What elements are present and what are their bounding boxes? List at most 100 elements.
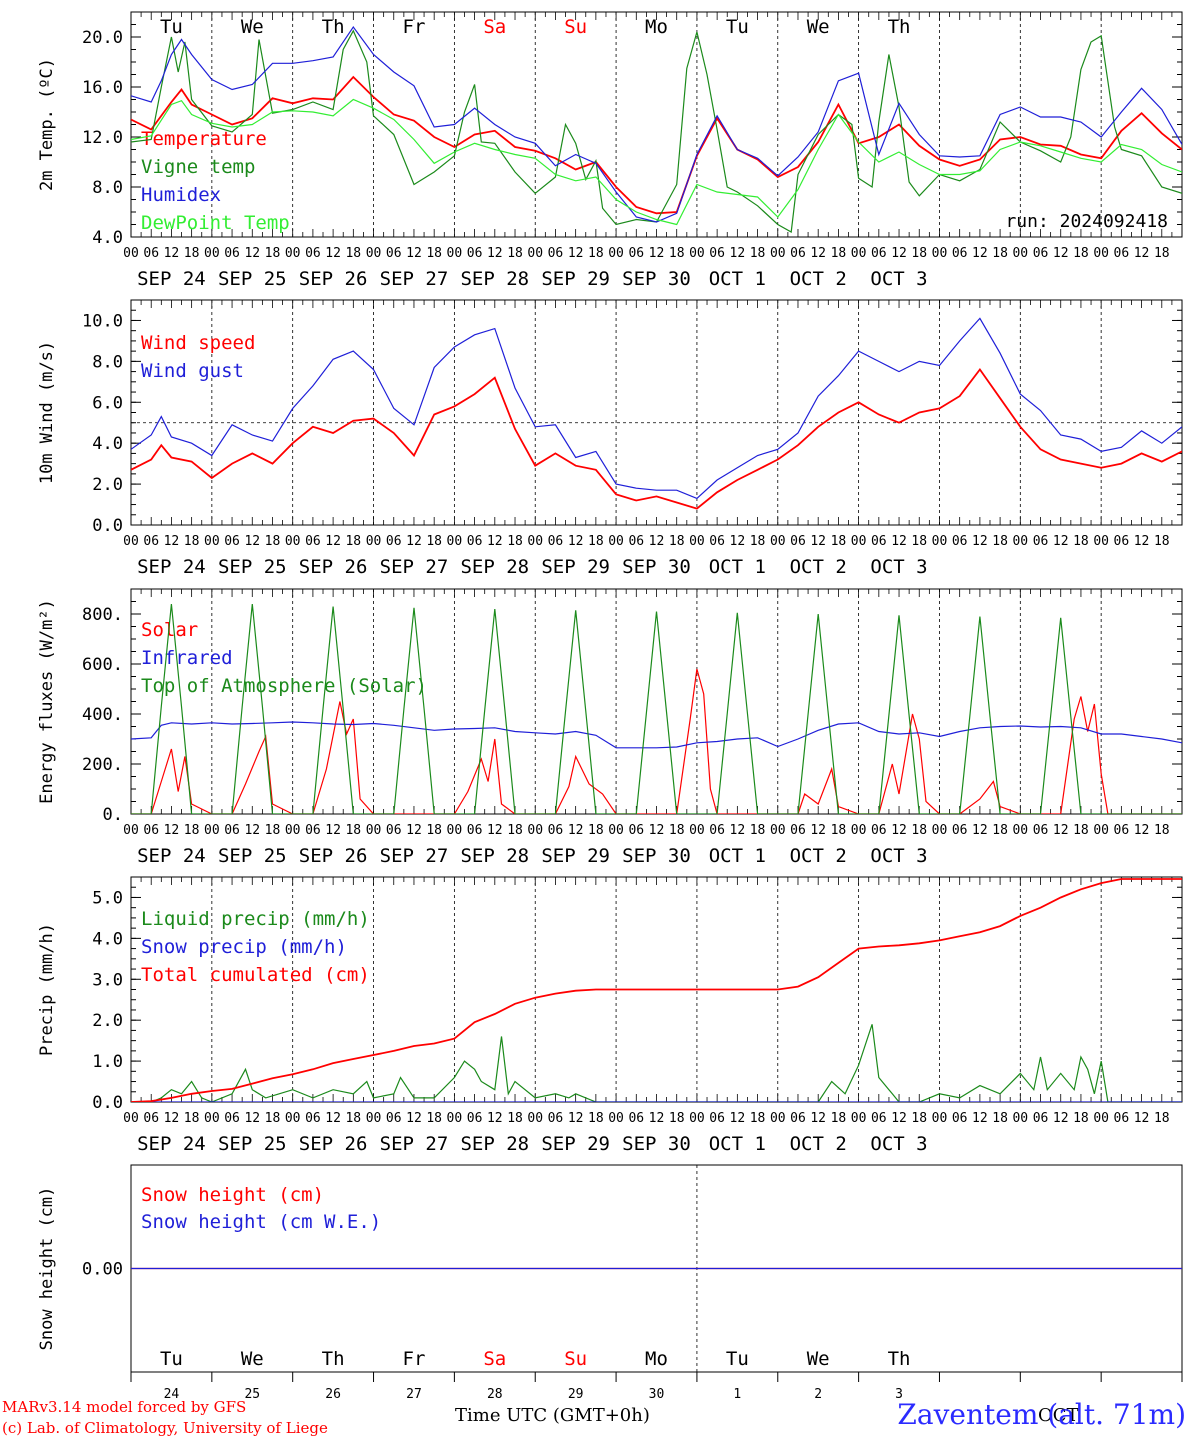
hour-label: 06 (386, 534, 402, 549)
legend-entry: Temperature (141, 128, 267, 150)
weekday-label: We (241, 16, 264, 38)
hour-label: 00 (527, 823, 543, 838)
chart-panel-4: 0.0 1.0 2.0 3.0 4.0 5.0 Precip (mm/h) Liquid pr… (37, 876, 1183, 1155)
weekday-label: Sa (483, 1348, 506, 1370)
hour-label: 12 (568, 534, 584, 549)
hour-label: 06 (952, 1111, 968, 1126)
hour-label: 06 (871, 823, 887, 838)
y-tick-label: 16.0 (82, 78, 123, 98)
weekday-label: Th (888, 1348, 911, 1370)
hour-label: 18 (992, 534, 1008, 549)
hour-label: 00 (447, 1111, 463, 1126)
hour-label: 18 (669, 1111, 685, 1126)
x-axis-title: Time UTC (GMT+0h) (455, 1405, 650, 1426)
station-name: Zaventem (alt. 71m) (897, 1398, 1186, 1431)
weekday-label: Fr (403, 1348, 426, 1370)
hour-label: 12 (325, 246, 341, 261)
weekday-label: Mo (645, 1348, 668, 1370)
date-label: SEP 27 (380, 556, 449, 578)
date-label: SEP 30 (622, 556, 691, 578)
hour-label: 06 (871, 1111, 887, 1126)
weekday-label: Th (322, 16, 345, 38)
day-number: 30 (649, 1387, 665, 1402)
date-label: SEP 30 (622, 845, 691, 867)
legend-entry: Top of Atmosphere (Solar) (141, 675, 427, 697)
date-label: SEP 26 (299, 845, 368, 867)
hour-label: 12 (891, 246, 907, 261)
month-label-oct: OCT (1038, 1405, 1079, 1426)
hour-label: 06 (871, 534, 887, 549)
y-tick-label: 4.0 (92, 929, 123, 949)
y-tick-label: 8.0 (92, 352, 123, 372)
hour-label: 18 (588, 1111, 604, 1126)
hour-label: 00 (689, 246, 705, 261)
hour-label: 00 (851, 246, 867, 261)
hour-label: 00 (123, 534, 139, 549)
lab-credit: (c) Lab. of Climatology, University of L… (2, 1419, 328, 1437)
hour-label: 18 (426, 534, 442, 549)
hour-label: 00 (123, 246, 139, 261)
hour-label: 06 (467, 1111, 483, 1126)
series-line-0 (131, 1024, 1182, 1102)
hour-label: 00 (1093, 534, 1109, 549)
hour-label: 12 (164, 823, 180, 838)
hour-label: 06 (143, 246, 159, 261)
hour-label: 00 (770, 534, 786, 549)
hour-label: 18 (588, 534, 604, 549)
hour-label: 06 (1114, 534, 1130, 549)
hour-label: 18 (831, 246, 847, 261)
legend-entry: Humidex (141, 184, 221, 206)
y-tick-label: 800. (82, 605, 123, 625)
hour-label: 06 (305, 1111, 321, 1126)
hour-label: 00 (689, 1111, 705, 1126)
hour-label: 18 (184, 246, 200, 261)
hour-label: 00 (366, 534, 382, 549)
hour-label: 12 (891, 1111, 907, 1126)
y-tick-label: 0.00 (82, 1260, 123, 1280)
hour-label: 06 (305, 534, 321, 549)
hour-label: 06 (871, 246, 887, 261)
hour-label: 00 (1012, 1111, 1028, 1126)
hour-label: 00 (285, 823, 301, 838)
hour-label: 18 (1154, 1111, 1170, 1126)
hour-label: 00 (932, 534, 948, 549)
hour-label: 12 (810, 534, 826, 549)
hour-label: 18 (992, 823, 1008, 838)
date-label: SEP 25 (218, 556, 287, 578)
hour-label: 12 (487, 1111, 503, 1126)
legend-entry: Infrared (141, 647, 233, 669)
hour-label: 12 (730, 534, 746, 549)
series-line-2 (131, 603, 1182, 814)
hour-label: 00 (527, 1111, 543, 1126)
hour-label: 12 (810, 246, 826, 261)
hour-label: 12 (164, 1111, 180, 1126)
legend-entry: Solar (141, 619, 198, 641)
chart-panel-3: 0. 200. 400. 600. 800. Energy fluxes (W/m²) So… (37, 588, 1183, 867)
day-number: 3 (895, 1387, 903, 1402)
hour-label: 00 (1093, 823, 1109, 838)
date-label: OCT 2 (790, 268, 847, 290)
weekday-label: We (807, 1348, 830, 1370)
hour-label: 06 (548, 1111, 564, 1126)
y-tick-label: 5.0 (92, 888, 123, 908)
series-line-0 (131, 668, 1182, 814)
plot-frame (130, 299, 1183, 526)
series-line-2 (131, 878, 1182, 1102)
date-label: SEP 24 (137, 1133, 206, 1155)
hour-label: 12 (972, 1111, 988, 1126)
hour-label: 18 (345, 1111, 361, 1126)
hour-label: 06 (224, 246, 240, 261)
y-tick-label: 3.0 (92, 970, 123, 990)
series-line-1 (131, 29, 1182, 233)
hour-label: 12 (164, 534, 180, 549)
hour-label: 00 (204, 534, 220, 549)
hour-label: 18 (588, 823, 604, 838)
hour-label: 06 (305, 823, 321, 838)
date-label: SEP 27 (380, 845, 449, 867)
chart-panel-2: 0.0 2.0 4.0 6.0 8.0 10.0 10m Wind (m/s) Wind sp… (37, 299, 1183, 578)
date-label: SEP 24 (137, 845, 206, 867)
hour-label: 18 (265, 534, 281, 549)
hour-label: 12 (568, 1111, 584, 1126)
hour-label: 18 (345, 534, 361, 549)
y-axis-title: 10m Wind (m/s) (37, 341, 57, 484)
